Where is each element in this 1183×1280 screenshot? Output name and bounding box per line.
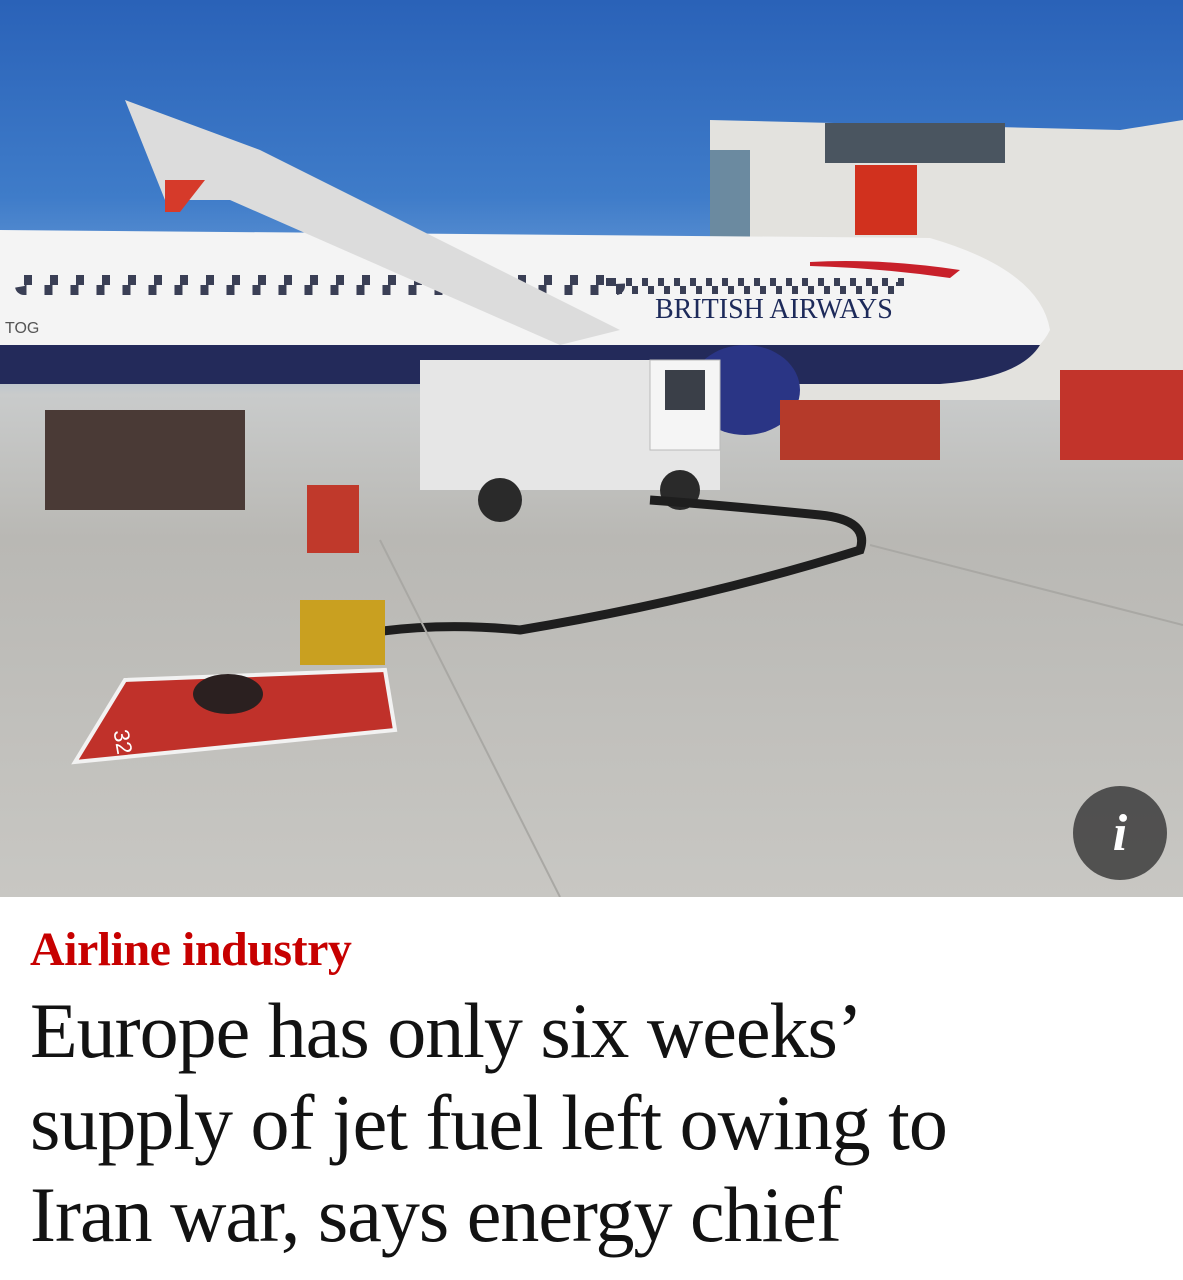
fuel-hose — [329, 495, 866, 645]
hydrant-dispenser — [300, 600, 385, 665]
headline-line: supply of jet fuel left owing to — [30, 1079, 948, 1166]
image-info-button[interactable]: i — [1073, 786, 1167, 880]
section-kicker-link[interactable]: Airline industry — [30, 923, 352, 976]
info-icon: i — [1112, 804, 1128, 862]
airline-livery-text: BRITISH AIRWAYS — [655, 294, 893, 325]
svg-text:32: 32 — [108, 728, 137, 756]
hydrant-pit-marking — [71, 667, 398, 765]
article-headline: Europe has only six weeks’ supply of jet… — [30, 985, 1170, 1261]
headline-line: Europe has only six weeks’ — [30, 987, 863, 1074]
aircraft-wing — [125, 100, 620, 345]
airport-refuelling-photo: BRITISH AIRWAYS TOG 32 — [0, 100, 1183, 897]
article-hero-image: BRITISH AIRWAYS TOG 32 i — [0, 0, 1183, 897]
svg-text:TOG: TOG — [5, 320, 39, 337]
headline-line: Iran war, says energy chief — [30, 1171, 842, 1258]
